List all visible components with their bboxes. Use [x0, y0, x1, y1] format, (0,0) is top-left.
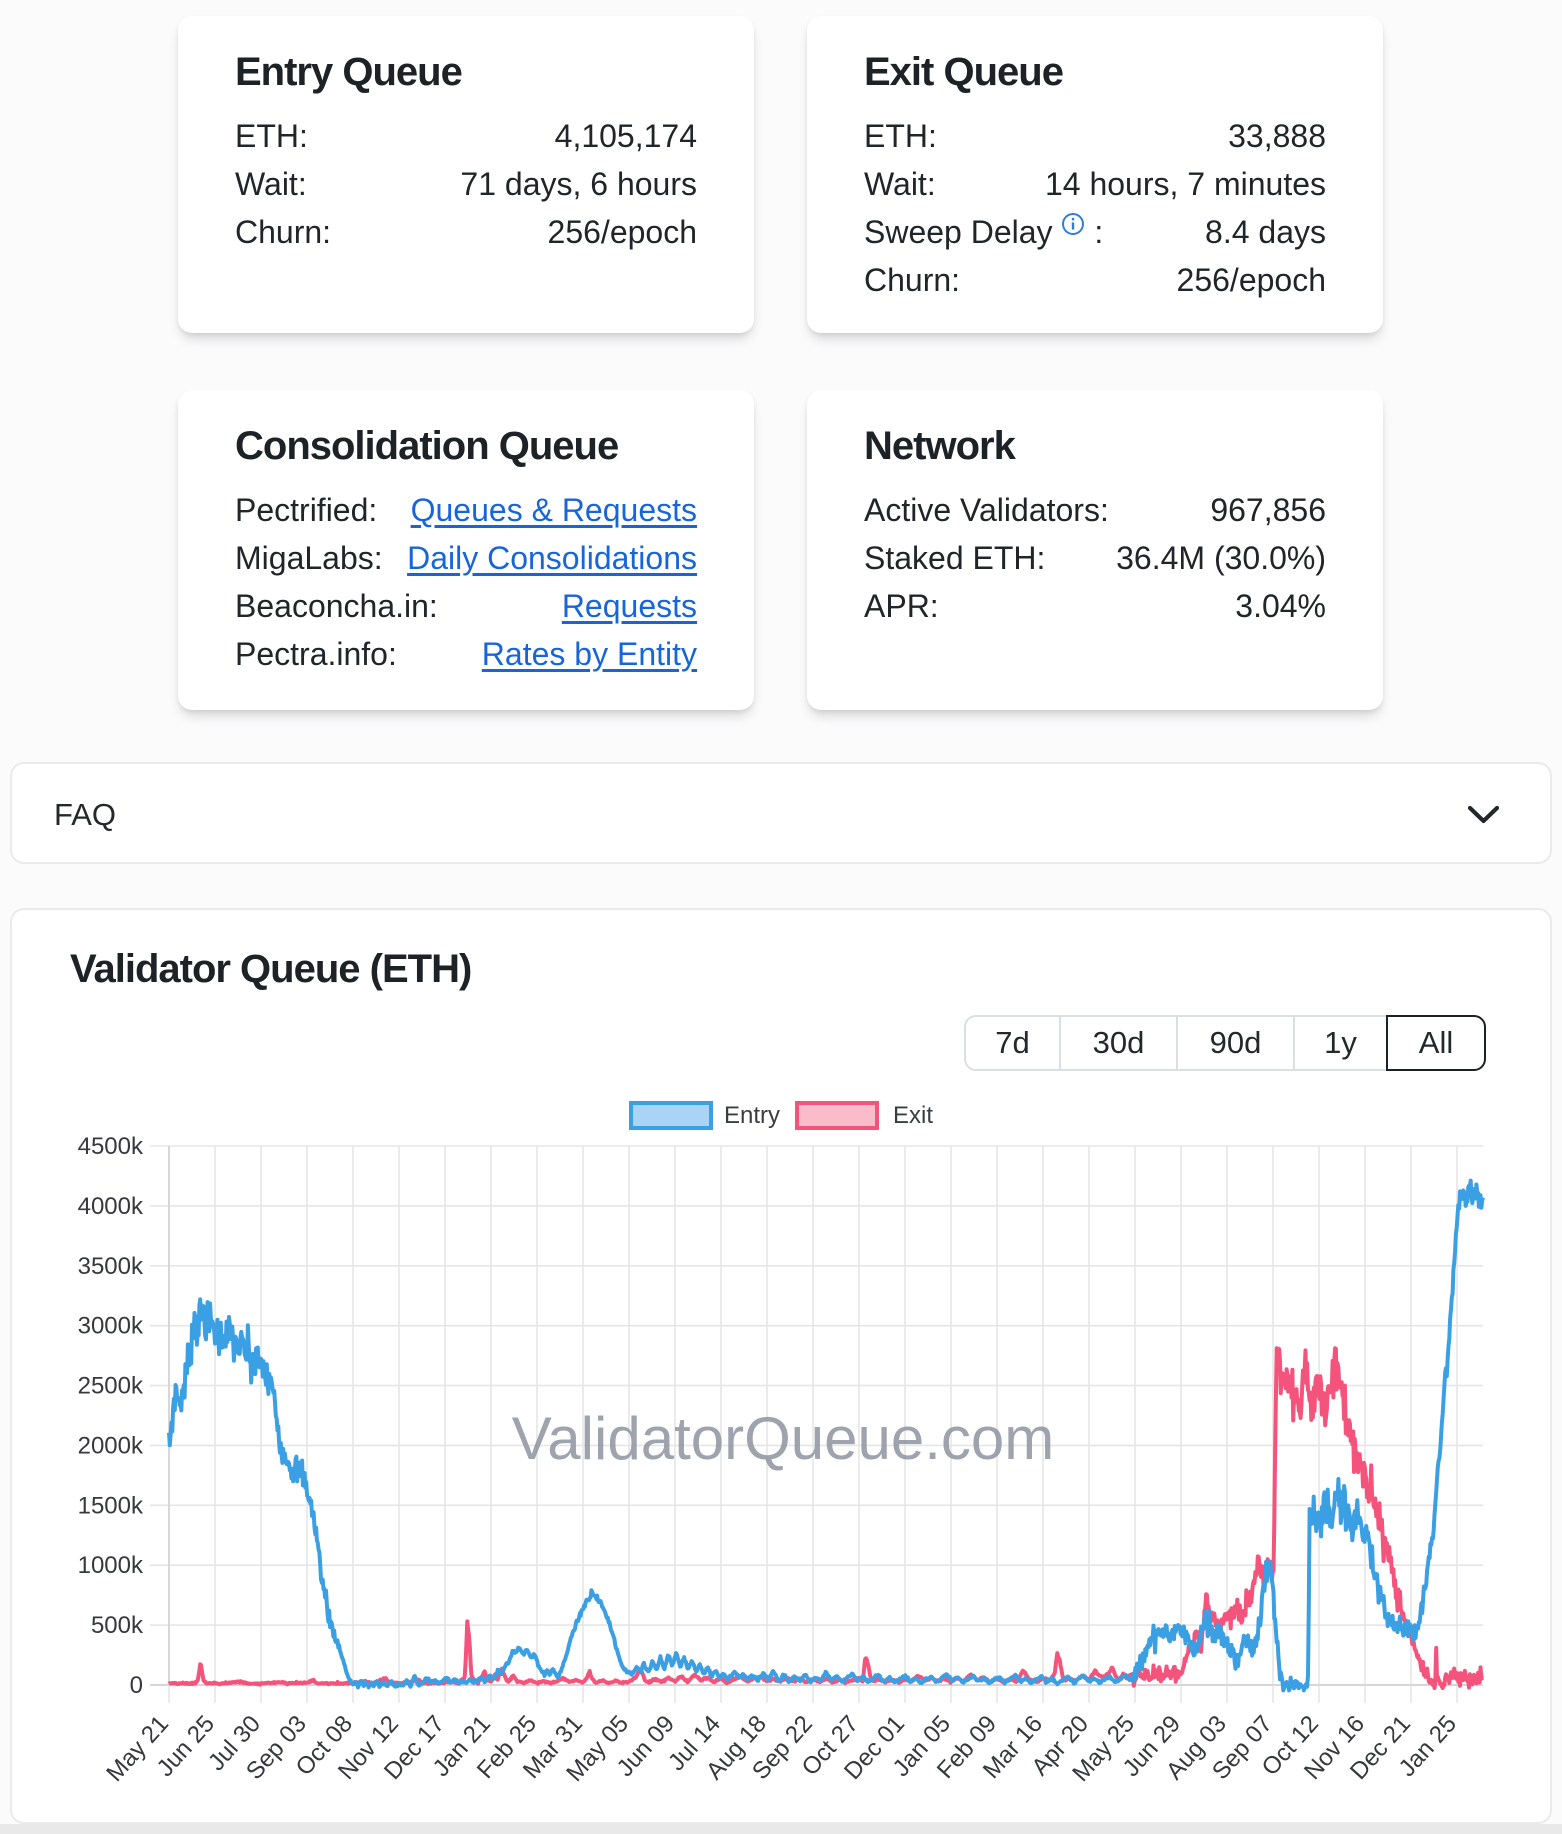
svg-text:500k: 500k: [91, 1612, 144, 1639]
svg-text:4500k: 4500k: [78, 1133, 144, 1160]
svg-text:3000k: 3000k: [78, 1313, 144, 1340]
svg-text:1000k: 1000k: [78, 1552, 144, 1579]
svg-text:0: 0: [130, 1672, 143, 1699]
svg-text:1500k: 1500k: [78, 1492, 144, 1519]
svg-text:3500k: 3500k: [78, 1253, 144, 1280]
svg-text:ValidatorQueue.com: ValidatorQueue.com: [512, 1405, 1055, 1472]
svg-text:2000k: 2000k: [78, 1432, 144, 1459]
svg-text:2500k: 2500k: [78, 1373, 144, 1400]
svg-text:4000k: 4000k: [78, 1193, 144, 1220]
